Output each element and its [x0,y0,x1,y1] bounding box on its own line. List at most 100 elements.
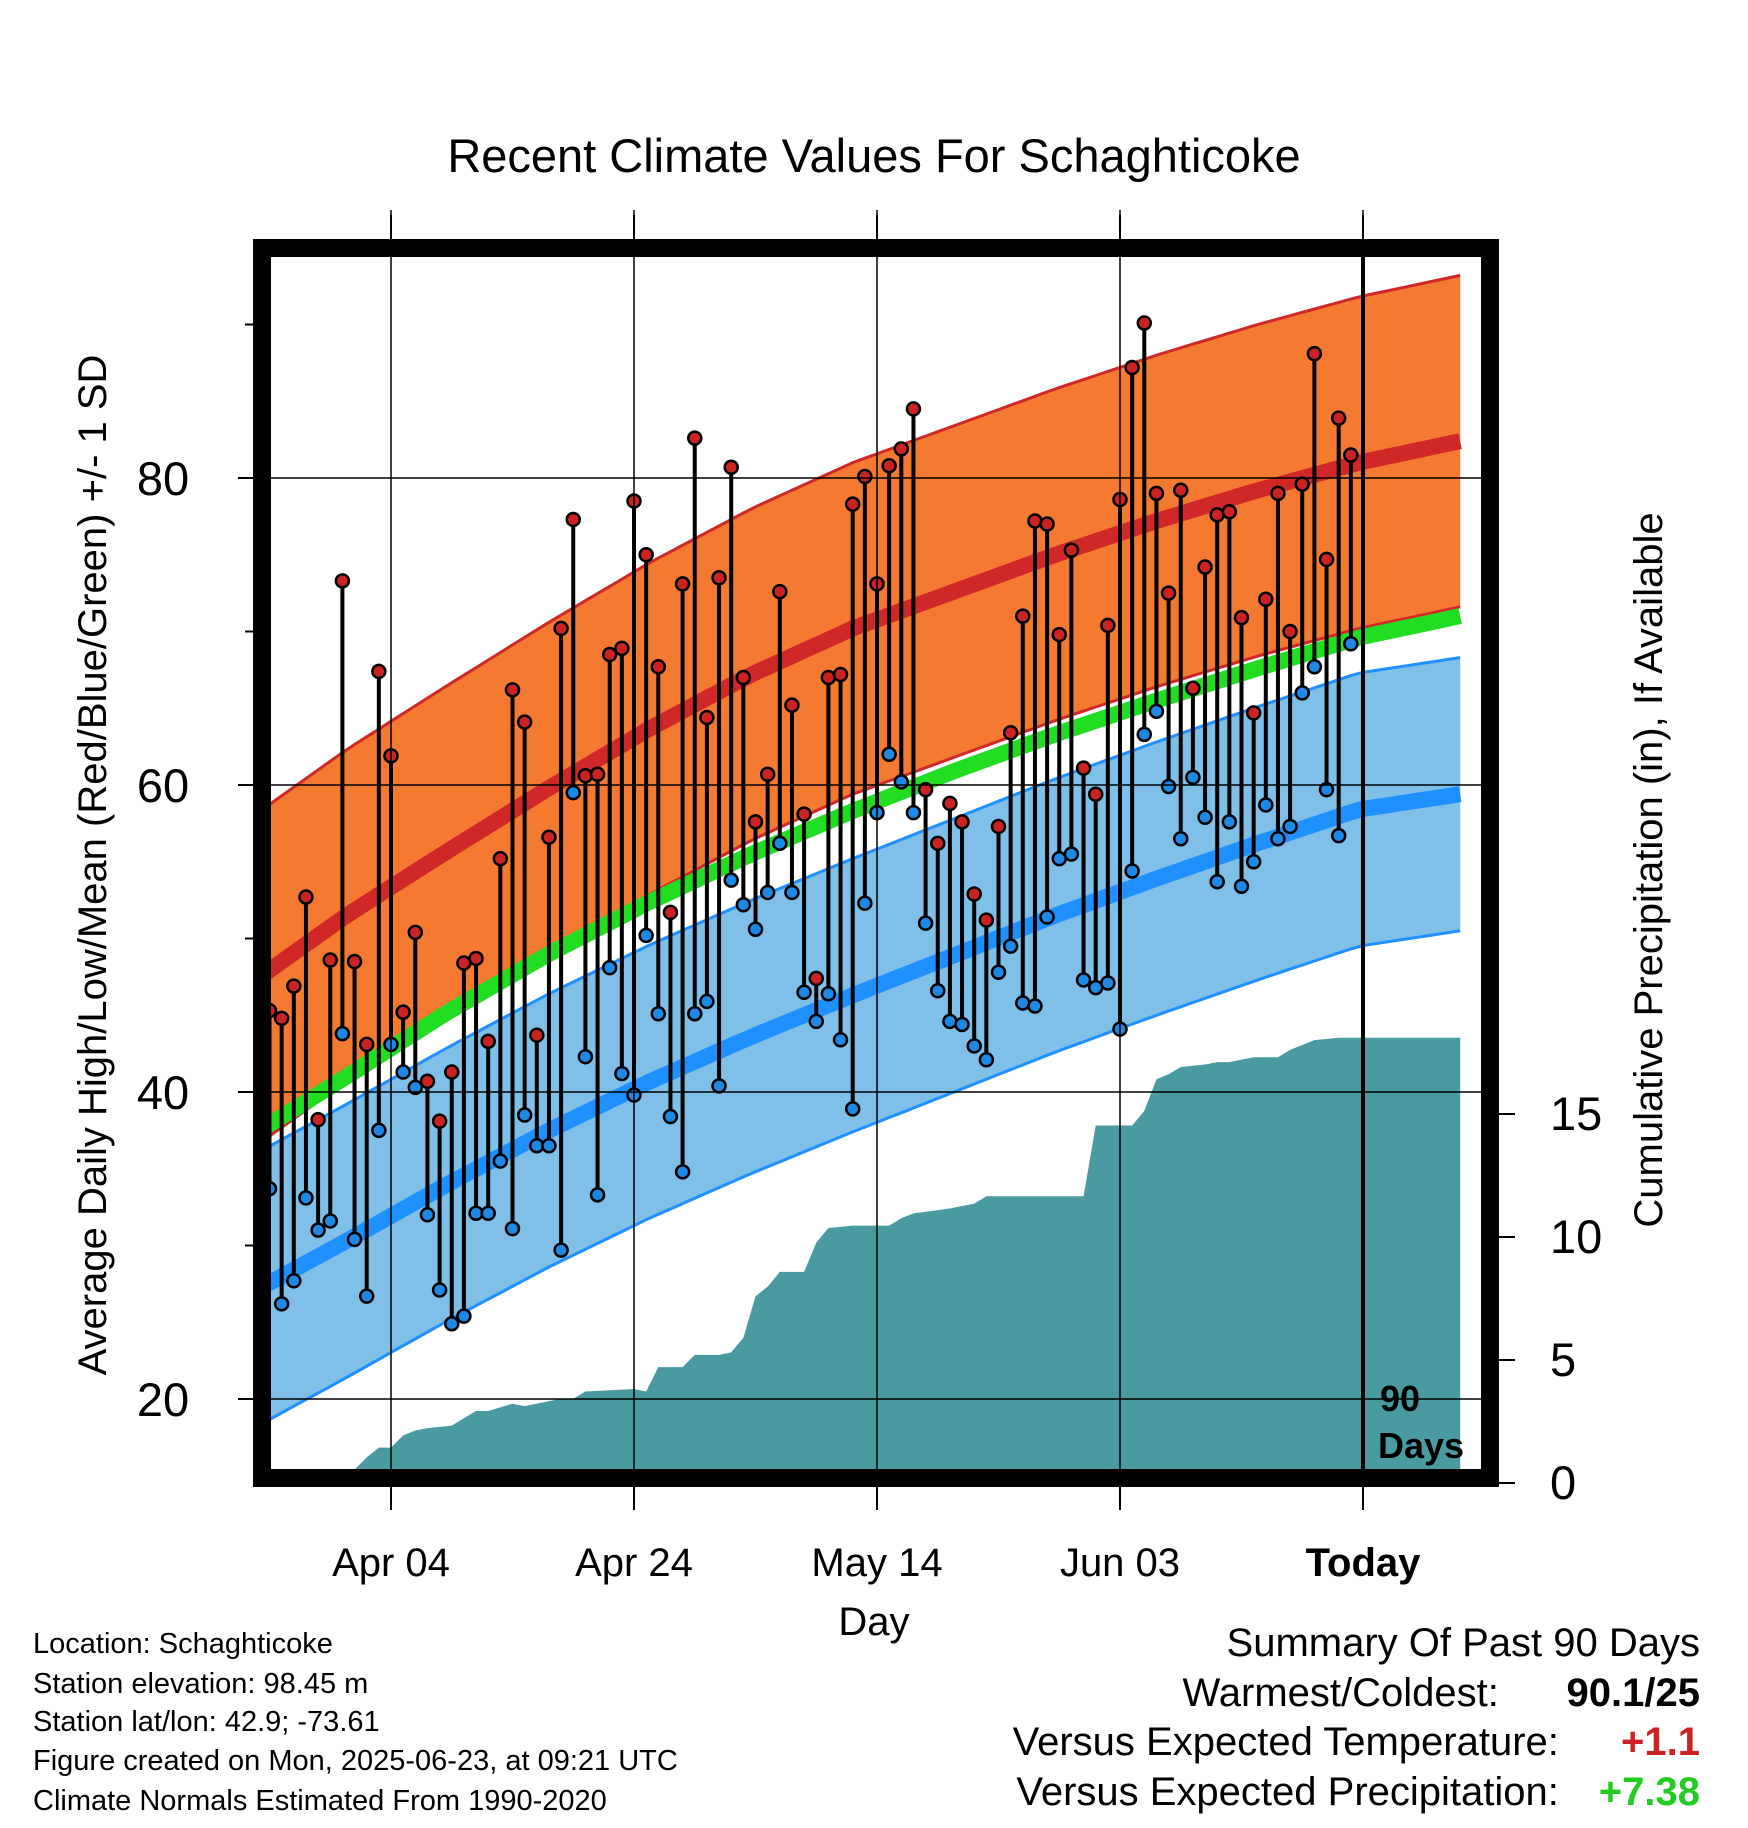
daily-low-point [1233,878,1250,895]
daily-high-point [1124,359,1140,376]
daily-low-point [1221,814,1238,830]
daily-high-point [1330,410,1347,426]
daily-low-point [662,1108,679,1125]
daily-low-point [480,1205,496,1222]
info-latlon: Station lat/lon: 42.9; -73.61 [33,1706,380,1738]
daily-high-point [395,1004,411,1020]
daily-low-point [1245,854,1262,870]
info-location: Location: Schaghticoke [33,1628,333,1660]
daily-low-point [784,884,800,901]
x-axis-tick-label: Apr 24 [575,1541,693,1585]
daily-high-point [1258,591,1274,608]
daily-high-point [614,640,630,657]
daily-low-point [747,921,764,938]
daily-low-point [735,896,752,913]
daily-high-point [796,806,812,822]
daily-low-point [1173,830,1189,847]
daily-low-point [674,1164,691,1180]
daily-low-point [1124,863,1140,879]
daily-high-point [407,924,424,941]
daily-low-point [905,804,922,821]
daily-high-point [942,795,958,812]
daily-high-point [699,709,715,726]
daily-high-point [808,970,824,987]
chart-title: Recent Climate Values For Schaghticoke [447,129,1301,182]
daily-low-point [1197,809,1213,825]
daily-high-point [468,950,484,967]
daily-low-point [1330,827,1347,844]
y2-axis-tick-label: 5 [1550,1333,1576,1386]
daily-high-point [990,818,1007,835]
daily-high-point [273,1010,290,1027]
daily-low-point [431,1282,448,1298]
daily-low-point [589,1187,606,1203]
daily-low-point [1039,909,1055,925]
daily-high-point [881,457,897,474]
y-axis-tick-label: 80 [137,452,189,505]
daily-high-point [371,663,387,680]
daily-high-point [1100,617,1116,634]
x-axis-label: Day [838,1600,909,1644]
daily-high-point [480,1033,496,1050]
daily-low-point [723,872,739,888]
warmest-value: 90.1 [1566,1671,1645,1715]
daily-high-point [1173,482,1189,499]
daily-low-point [687,1005,703,1022]
y-axis-tick-label: 60 [137,759,189,812]
daily-low-point [601,959,618,976]
daily-high-point [917,781,934,798]
daily-low-point [857,895,873,911]
daily-low-point [1258,797,1274,813]
daily-high-point [1245,705,1262,721]
daily-high-point [1318,551,1335,568]
daily-high-point [516,714,533,730]
daily-high-point [565,511,581,528]
daily-high-point [322,952,338,968]
precip-versus-value: +7.38 [1598,1770,1700,1814]
daily-high-point [589,766,606,783]
y2-axis-label: Cumulative Precipitation (in), If Availa… [1627,512,1671,1227]
daily-high-point [930,835,946,852]
daily-high-point [1160,585,1177,601]
daily-high-point [1294,476,1310,492]
info-created: Figure created on Mon, 2025-06-23, at 09… [33,1745,678,1777]
daily-low-point [334,1025,351,1042]
coldest-value: 25 [1655,1671,1701,1715]
daily-high-point [1221,504,1238,520]
daily-low-point [577,1048,594,1065]
daily-low-point [650,1005,667,1022]
daily-high-point [905,401,922,417]
daily-high-point [711,570,727,586]
daily-low-point [881,746,897,763]
daily-high-point [966,886,982,902]
daily-high-point [735,669,752,686]
daily-low-point [1209,873,1225,890]
daily-high-point [1270,485,1286,502]
y2-axis-tick-label: 15 [1550,1087,1602,1140]
daily-low-point [419,1207,436,1223]
daily-low-point [346,1231,363,1248]
precip-versus-label: Versus Expected Precipitation: [1016,1770,1559,1814]
daily-low-point [796,984,812,1000]
daily-low-point [808,1013,824,1030]
daily-high-point [832,666,849,683]
high-sd-upper-edge [262,273,1461,812]
daily-high-point [504,682,521,698]
summary-heading: Summary Of Past 90 Days [1226,1621,1700,1665]
y2-axis-tick-label: 0 [1550,1456,1576,1509]
daily-low-point [541,1137,557,1154]
y2-axis-tick-label: 10 [1550,1210,1602,1263]
daily-low-point [492,1153,509,1169]
daily-low-point [1343,636,1359,652]
daily-low-point [917,915,934,931]
daily-low-point [565,784,581,801]
daily-high-point [759,766,776,783]
daily-low-point [844,1101,861,1117]
daily-low-point [456,1308,472,1324]
daily-low-point [1282,818,1298,835]
daily-high-point [1087,786,1104,802]
daily-high-point [492,850,509,867]
summary-temp-row: Versus Expected Temperature: +1.1 [1013,1720,1700,1765]
summary-precip-row: Versus Expected Precipitation: +7.38 [1016,1770,1700,1815]
